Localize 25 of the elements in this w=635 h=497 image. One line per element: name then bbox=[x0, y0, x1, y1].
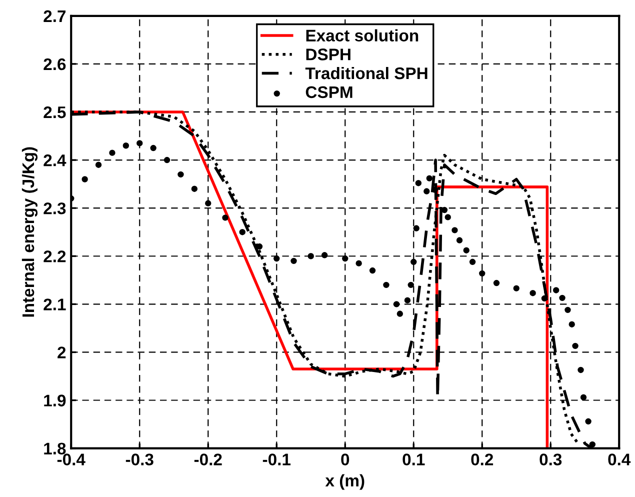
y-tick-label: 2.4 bbox=[44, 154, 66, 166]
x-tick-label: -0.3 bbox=[126, 454, 154, 466]
y-tick-label: 2.2 bbox=[44, 250, 66, 262]
x-tick-label: -0.4 bbox=[57, 454, 86, 466]
x-tick-label: 0.3 bbox=[540, 454, 562, 466]
y-tick-label: 2 bbox=[58, 346, 66, 358]
x-axis-title: x (m) bbox=[325, 474, 364, 490]
y-tick-label: 1.9 bbox=[44, 394, 66, 406]
x-tick-label: -0.1 bbox=[262, 454, 291, 466]
y-axis-title: Internal energy (J/Kg) bbox=[22, 147, 38, 317]
x-tick-label: 0.4 bbox=[608, 454, 631, 466]
x-tick-label: -0.2 bbox=[194, 454, 222, 466]
x-tick-label: 0 bbox=[341, 454, 350, 466]
legend-label: DSPH bbox=[306, 48, 350, 60]
y-tick-label: 2.1 bbox=[44, 298, 66, 310]
legend-label: Exact solution bbox=[306, 29, 418, 42]
y-tick-label: 2.5 bbox=[44, 106, 66, 118]
y-tick-label: 2.7 bbox=[44, 10, 66, 22]
legend-label: Traditional SPH bbox=[305, 66, 428, 80]
x-tick-label: 0.1 bbox=[402, 454, 425, 466]
x-tick-label: 0.2 bbox=[471, 454, 494, 466]
legend-label: CSPM bbox=[306, 86, 352, 98]
y-tick-label: 1.8 bbox=[44, 442, 66, 454]
y-tick-label: 2.6 bbox=[44, 58, 66, 70]
y-tick-label: 2.3 bbox=[44, 202, 66, 214]
